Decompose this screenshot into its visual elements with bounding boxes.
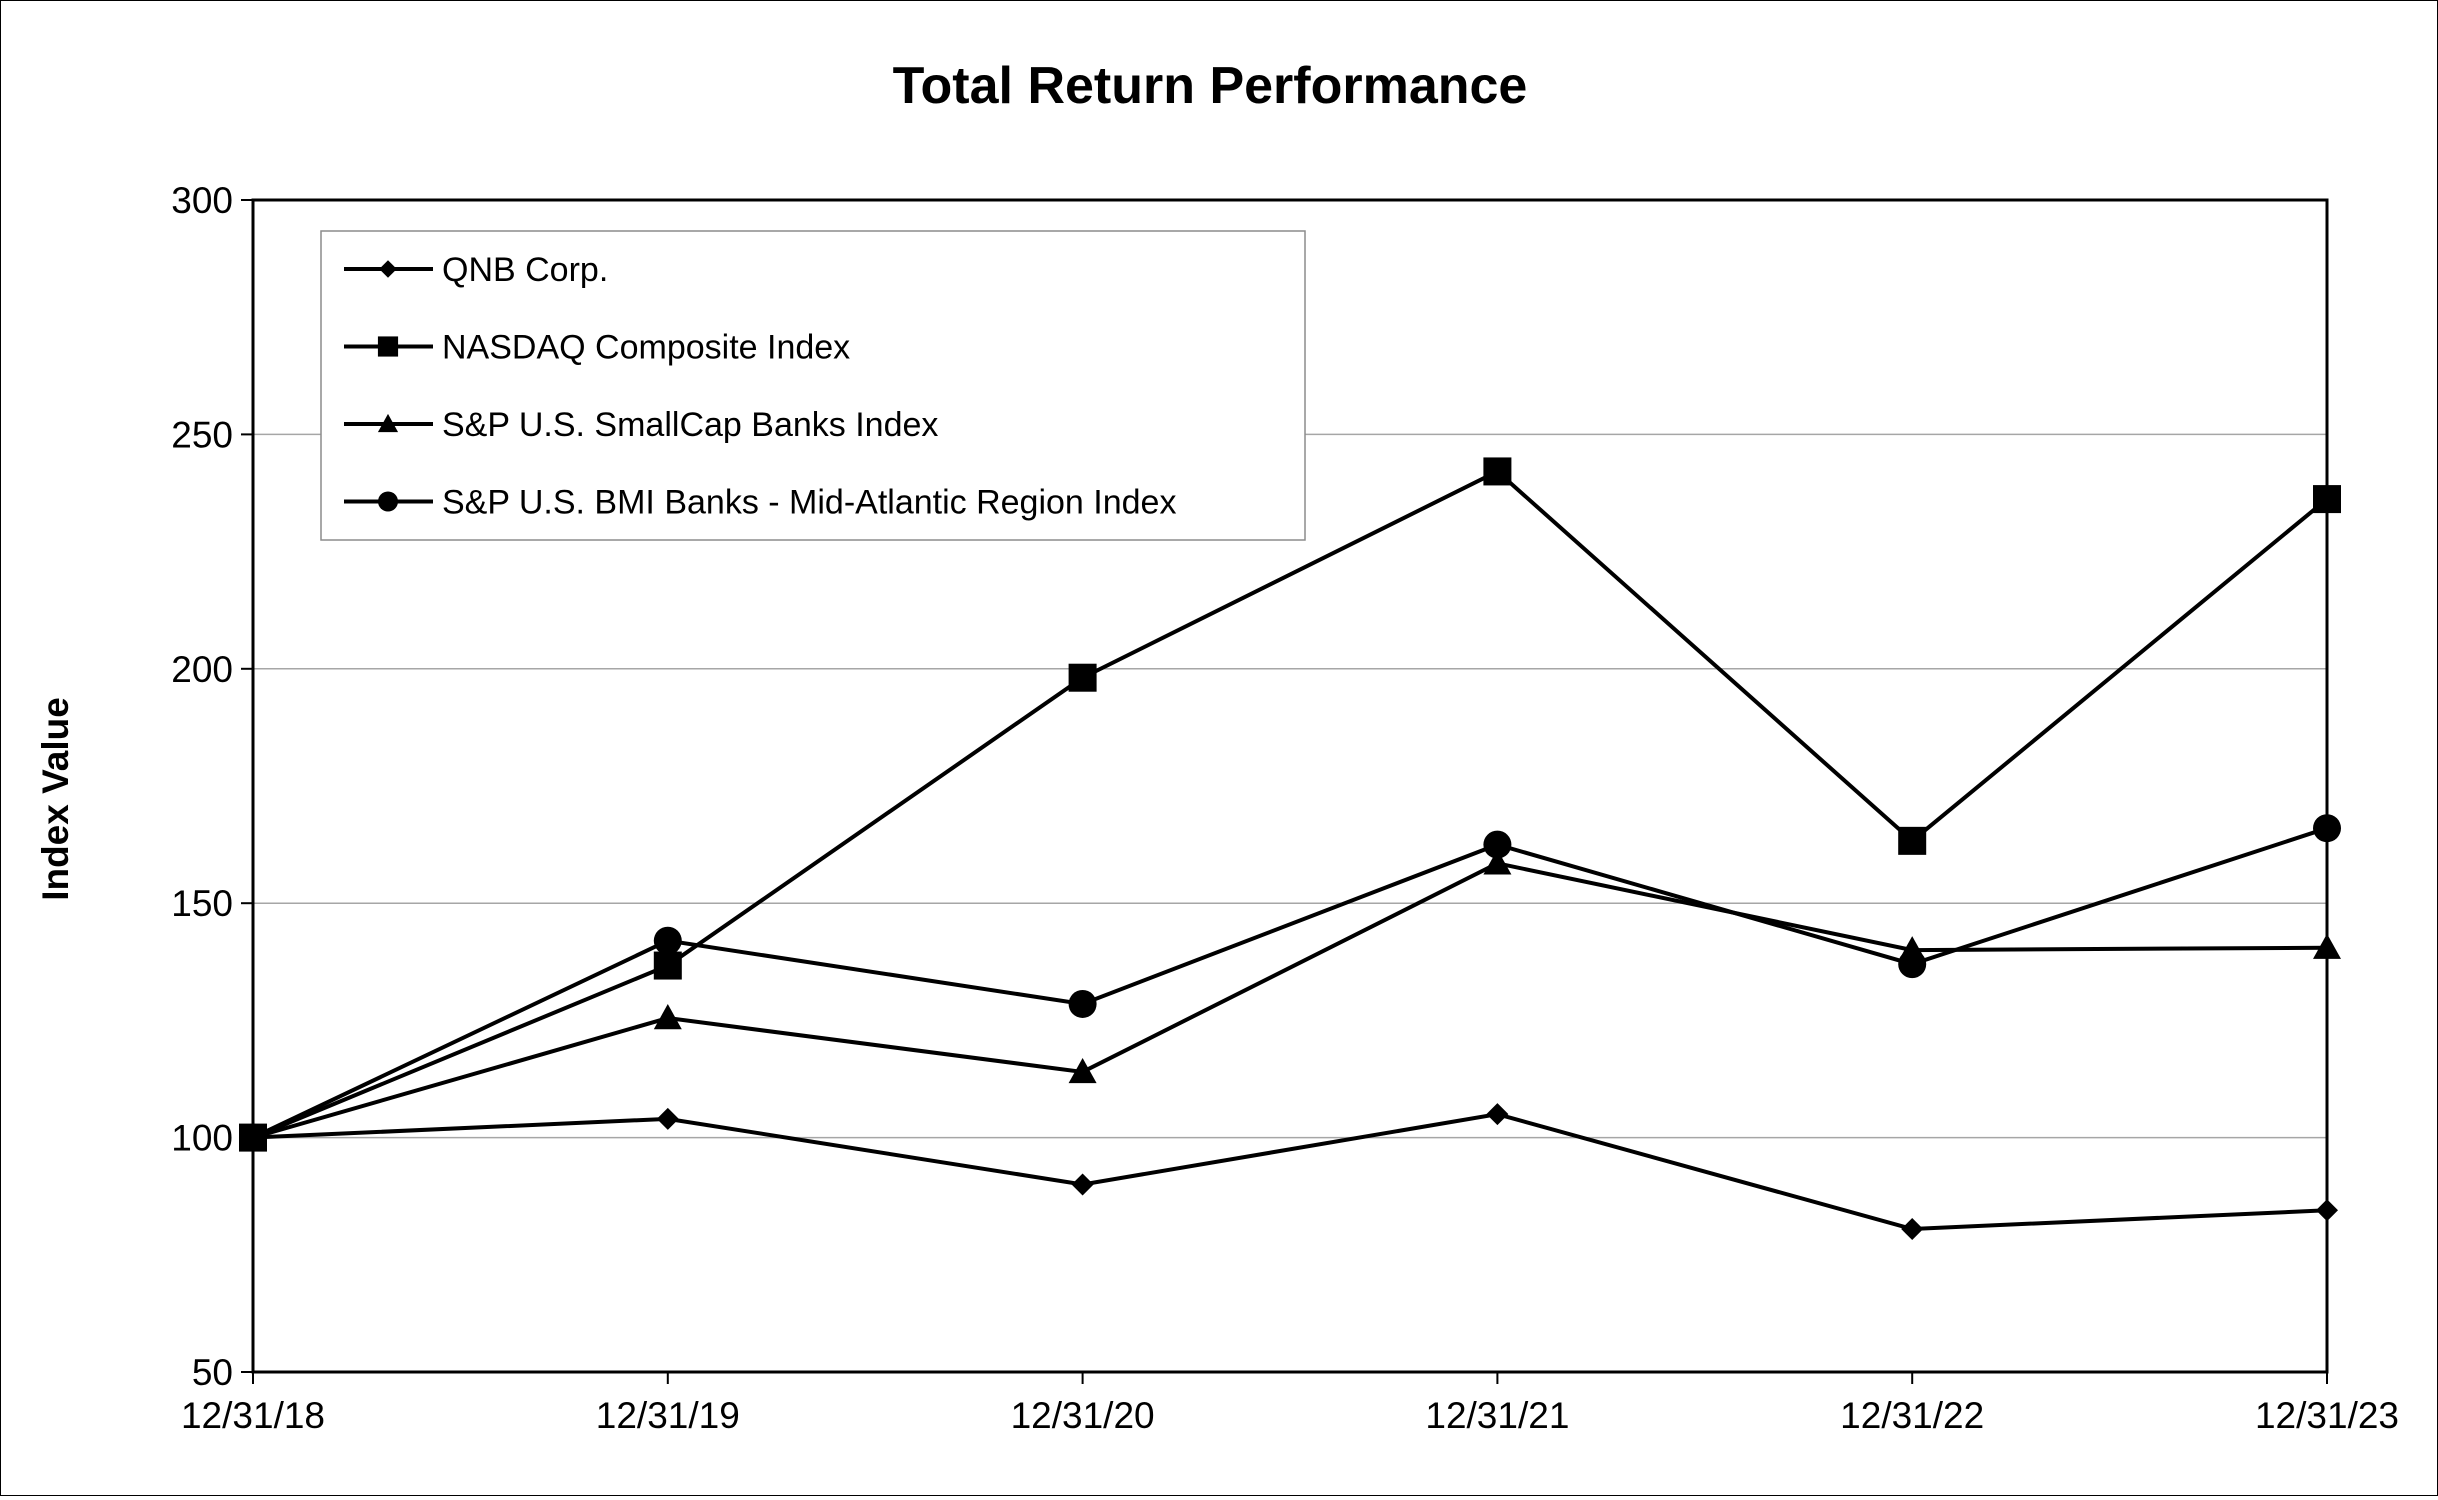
x-tick-label: 12/31/20 bbox=[1011, 1395, 1155, 1436]
data-point-diamond bbox=[1071, 1173, 1094, 1196]
y-tick-label: 250 bbox=[171, 414, 233, 455]
data-point-triangle bbox=[2313, 933, 2341, 959]
y-tick-label: 300 bbox=[171, 180, 233, 221]
y-tick-label: 50 bbox=[192, 1352, 233, 1393]
series-line bbox=[252, 826, 2328, 1140]
data-point-triangle bbox=[1068, 1057, 1097, 1084]
legend-marker-circle bbox=[378, 491, 398, 512]
x-tick-label: 12/31/23 bbox=[2255, 1395, 2399, 1436]
legend-label: S&P U.S. BMI Banks - Mid-Atlantic Region… bbox=[442, 484, 1176, 522]
data-point-circle bbox=[1898, 950, 1927, 979]
legend-box bbox=[320, 230, 1306, 541]
series-diamond bbox=[242, 1103, 2338, 1241]
data-point-triangle bbox=[1483, 849, 1512, 875]
series-triangle bbox=[239, 849, 2341, 1149]
series-line bbox=[252, 1112, 2328, 1232]
x-tick-label: 12/31/18 bbox=[181, 1395, 325, 1436]
series-line bbox=[252, 469, 2329, 1140]
data-point-circle bbox=[1483, 830, 1512, 859]
axes-layer: 50 100 150 200 250 300 12/31/18 12/31/19 12/31/2… bbox=[171, 180, 2399, 1436]
y-tick-label: 100 bbox=[171, 1118, 233, 1159]
data-point-square bbox=[2313, 485, 2341, 514]
data-point-triangle bbox=[653, 1004, 682, 1030]
legend-item: S&P U.S. BMI Banks - Mid-Atlantic Region… bbox=[344, 484, 1176, 522]
y-tick-label: 200 bbox=[171, 649, 233, 690]
legend: QNB Corp. NASDAQ Composite Index S&P U.S. … bbox=[320, 230, 1306, 541]
series-square bbox=[239, 457, 2341, 1152]
legend-item: QNB Corp. bbox=[344, 251, 608, 289]
chart-title: Total Return Performance bbox=[893, 57, 1528, 115]
data-point-diamond bbox=[1901, 1218, 1924, 1241]
legend-label: S&P U.S. SmallCap Banks Index bbox=[442, 406, 938, 444]
legend-item: NASDAQ Composite Index bbox=[344, 329, 850, 367]
data-point-circle bbox=[1068, 989, 1097, 1018]
legend-marker-square bbox=[377, 336, 399, 357]
data-point-circle bbox=[2313, 814, 2341, 843]
data-point-square bbox=[1068, 663, 1097, 692]
series-circle bbox=[239, 814, 2341, 1152]
data-point-circle bbox=[653, 926, 682, 955]
data-point-diamond bbox=[2316, 1199, 2338, 1222]
legend-marker-triangle bbox=[377, 413, 399, 433]
series-line bbox=[252, 861, 2328, 1140]
plot-area-border bbox=[251, 198, 2329, 1374]
data-point-diamond bbox=[1486, 1103, 1509, 1126]
legend-item: S&P U.S. SmallCap Banks Index bbox=[344, 406, 938, 444]
data-point-square bbox=[1898, 826, 1927, 855]
data-point-square bbox=[653, 951, 682, 980]
data-point-square bbox=[1483, 457, 1512, 486]
data-point-diamond bbox=[656, 1107, 679, 1130]
x-tick-label: 12/31/21 bbox=[1425, 1395, 1569, 1436]
legend-label: QNB Corp. bbox=[442, 251, 608, 289]
legend-label: NASDAQ Composite Index bbox=[442, 329, 850, 367]
series-layer bbox=[239, 457, 2341, 1241]
data-point-circle bbox=[239, 1123, 267, 1152]
x-tick-label: 12/31/19 bbox=[596, 1395, 740, 1436]
y-tick-label: 150 bbox=[171, 883, 233, 924]
y-axis-label: Index Value bbox=[35, 697, 76, 901]
x-tick-label: 12/31/22 bbox=[1840, 1395, 1984, 1436]
